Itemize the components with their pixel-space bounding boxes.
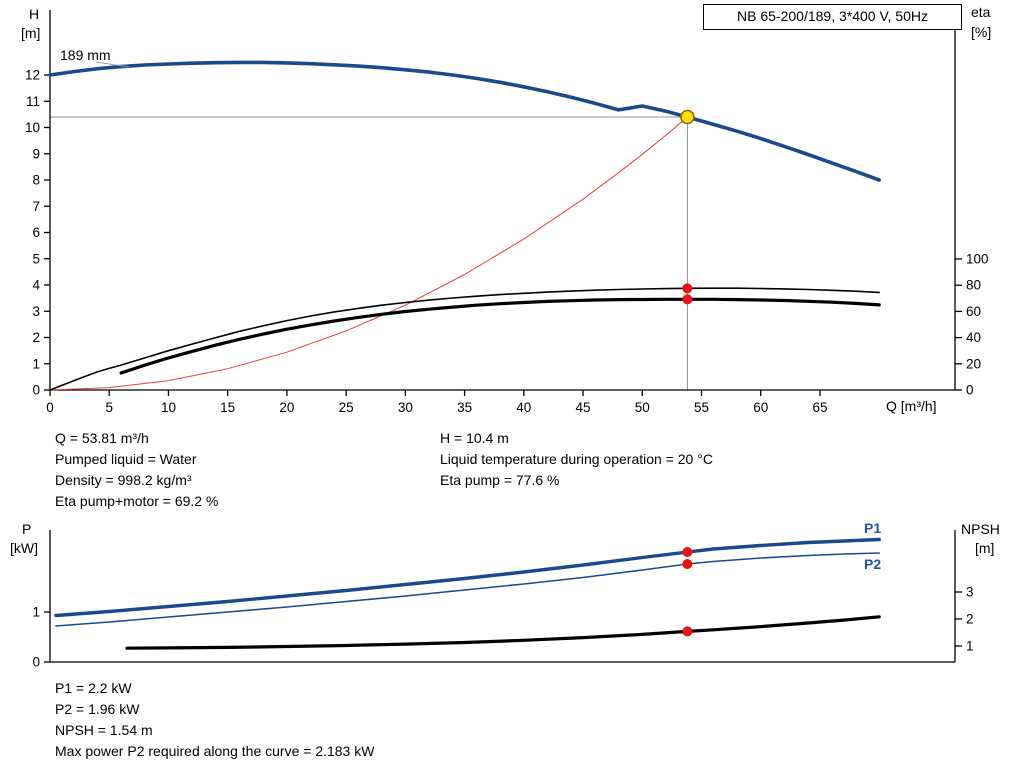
right-tick-label: 100 — [966, 252, 989, 267]
series-system-curve — [49, 116, 688, 391]
p2-curve-label: P2 — [864, 556, 882, 572]
eta-pump-motor-marker — [682, 294, 693, 305]
pump-title-box: NB 65-200/189, 3*400 V, 50Hz — [703, 4, 962, 30]
left-tick-label: 1 — [32, 356, 40, 371]
impeller-diameter-label: 189 mm — [60, 47, 111, 63]
left-tick-label: 6 — [32, 225, 40, 240]
info-q: Q = 53.81 m³/h — [55, 430, 149, 446]
npsh-axis-unit: [m] — [975, 540, 995, 556]
npsh-marker — [682, 626, 693, 637]
x-tick-label: 60 — [753, 400, 768, 415]
left-tick-label: 0 — [32, 383, 40, 398]
x-tick-label: 20 — [279, 400, 294, 415]
eta-axis-unit: [%] — [971, 24, 992, 40]
series-eta-pump — [49, 287, 880, 391]
info-p1: P1 = 2.2 kW — [55, 680, 132, 696]
left-tick-label: 9 — [32, 146, 40, 161]
p-axis-unit: [kW] — [10, 540, 38, 556]
info-liquid: Pumped liquid = Water — [55, 451, 197, 467]
x-tick-label: 0 — [46, 400, 54, 415]
series-eta-pump-plus-motor — [119, 297, 881, 375]
p1-curve-label: P1 — [864, 520, 882, 536]
series-p2 — [55, 552, 880, 627]
info-eta-total: Eta pump+motor = 69.2 % — [55, 493, 219, 509]
p-axis-label: P — [22, 521, 32, 537]
x-tick-label: 35 — [457, 400, 472, 415]
right-tick-label: 20 — [966, 356, 981, 371]
left-tick-label: 4 — [32, 278, 40, 293]
left-tick-label: 2 — [32, 330, 40, 345]
right-tick-label: 80 — [966, 278, 981, 293]
left-tick-label: 0 — [32, 655, 40, 670]
duty-info-column-2: H = 10.4 m Liquid temperature during ope… — [440, 428, 713, 491]
x-tick-label: 15 — [220, 400, 235, 415]
x-tick-label: 65 — [812, 400, 827, 415]
x-tick-label: 10 — [161, 400, 176, 415]
left-tick-label: 12 — [25, 68, 40, 83]
h-axis-label: H — [29, 6, 40, 22]
info-p2: P2 = 1.96 kW — [55, 701, 140, 717]
h-axis-unit: [m] — [21, 25, 41, 41]
p1-marker — [682, 547, 693, 557]
right-tick-label: 0 — [966, 383, 974, 398]
left-tick-label: 1 — [32, 605, 40, 620]
series-h-189-mm — [48, 60, 881, 182]
left-tick-label: 7 — [32, 199, 40, 214]
duty-point-marker — [680, 109, 695, 125]
x-tick-label: 45 — [576, 400, 591, 415]
p2-marker — [682, 559, 693, 569]
left-tick-label: 11 — [26, 94, 40, 109]
right-tick-label: 1 — [966, 639, 974, 654]
x-tick-label: 25 — [339, 400, 354, 415]
info-density: Density = 998.2 kg/m³ — [55, 472, 192, 488]
left-tick-label: 8 — [32, 173, 40, 188]
duty-info-column-1: Q = 53.81 m³/h Pumped liquid = Water Den… — [55, 428, 218, 512]
info-temperature: Liquid temperature during operation = 20… — [440, 451, 713, 467]
info-h: H = 10.4 m — [440, 430, 509, 446]
left-tick-label: 5 — [32, 251, 40, 266]
x-tick-label: 5 — [105, 400, 113, 415]
eta-pump-marker — [682, 283, 693, 294]
info-max-power: Max power P2 required along the curve = … — [55, 743, 375, 759]
series-p1 — [54, 537, 881, 618]
power-info-block: P1 = 2.2 kW P2 = 1.96 kW NPSH = 1.54 m M… — [55, 678, 374, 762]
x-tick-label: 55 — [694, 400, 709, 415]
right-tick-label: 40 — [966, 330, 981, 345]
npsh-axis-label: NPSH — [961, 521, 1000, 537]
right-tick-label: 60 — [966, 304, 981, 319]
series-npsh — [125, 615, 881, 650]
info-eta-pump: Eta pump = 77.6 % — [440, 472, 560, 488]
impeller-label-leader — [95, 61, 130, 68]
x-tick-label: 50 — [635, 400, 650, 415]
right-tick-label: 2 — [966, 612, 974, 627]
q-axis-unit: Q [m³/h] — [886, 398, 937, 414]
x-tick-label: 40 — [516, 400, 531, 415]
x-tick-label: 30 — [398, 400, 413, 415]
left-tick-label: 3 — [32, 304, 40, 319]
eta-axis-label: eta — [971, 4, 991, 20]
info-npsh: NPSH = 1.54 m — [55, 722, 153, 738]
right-tick-label: 3 — [966, 585, 974, 600]
left-tick-label: 10 — [25, 120, 40, 135]
